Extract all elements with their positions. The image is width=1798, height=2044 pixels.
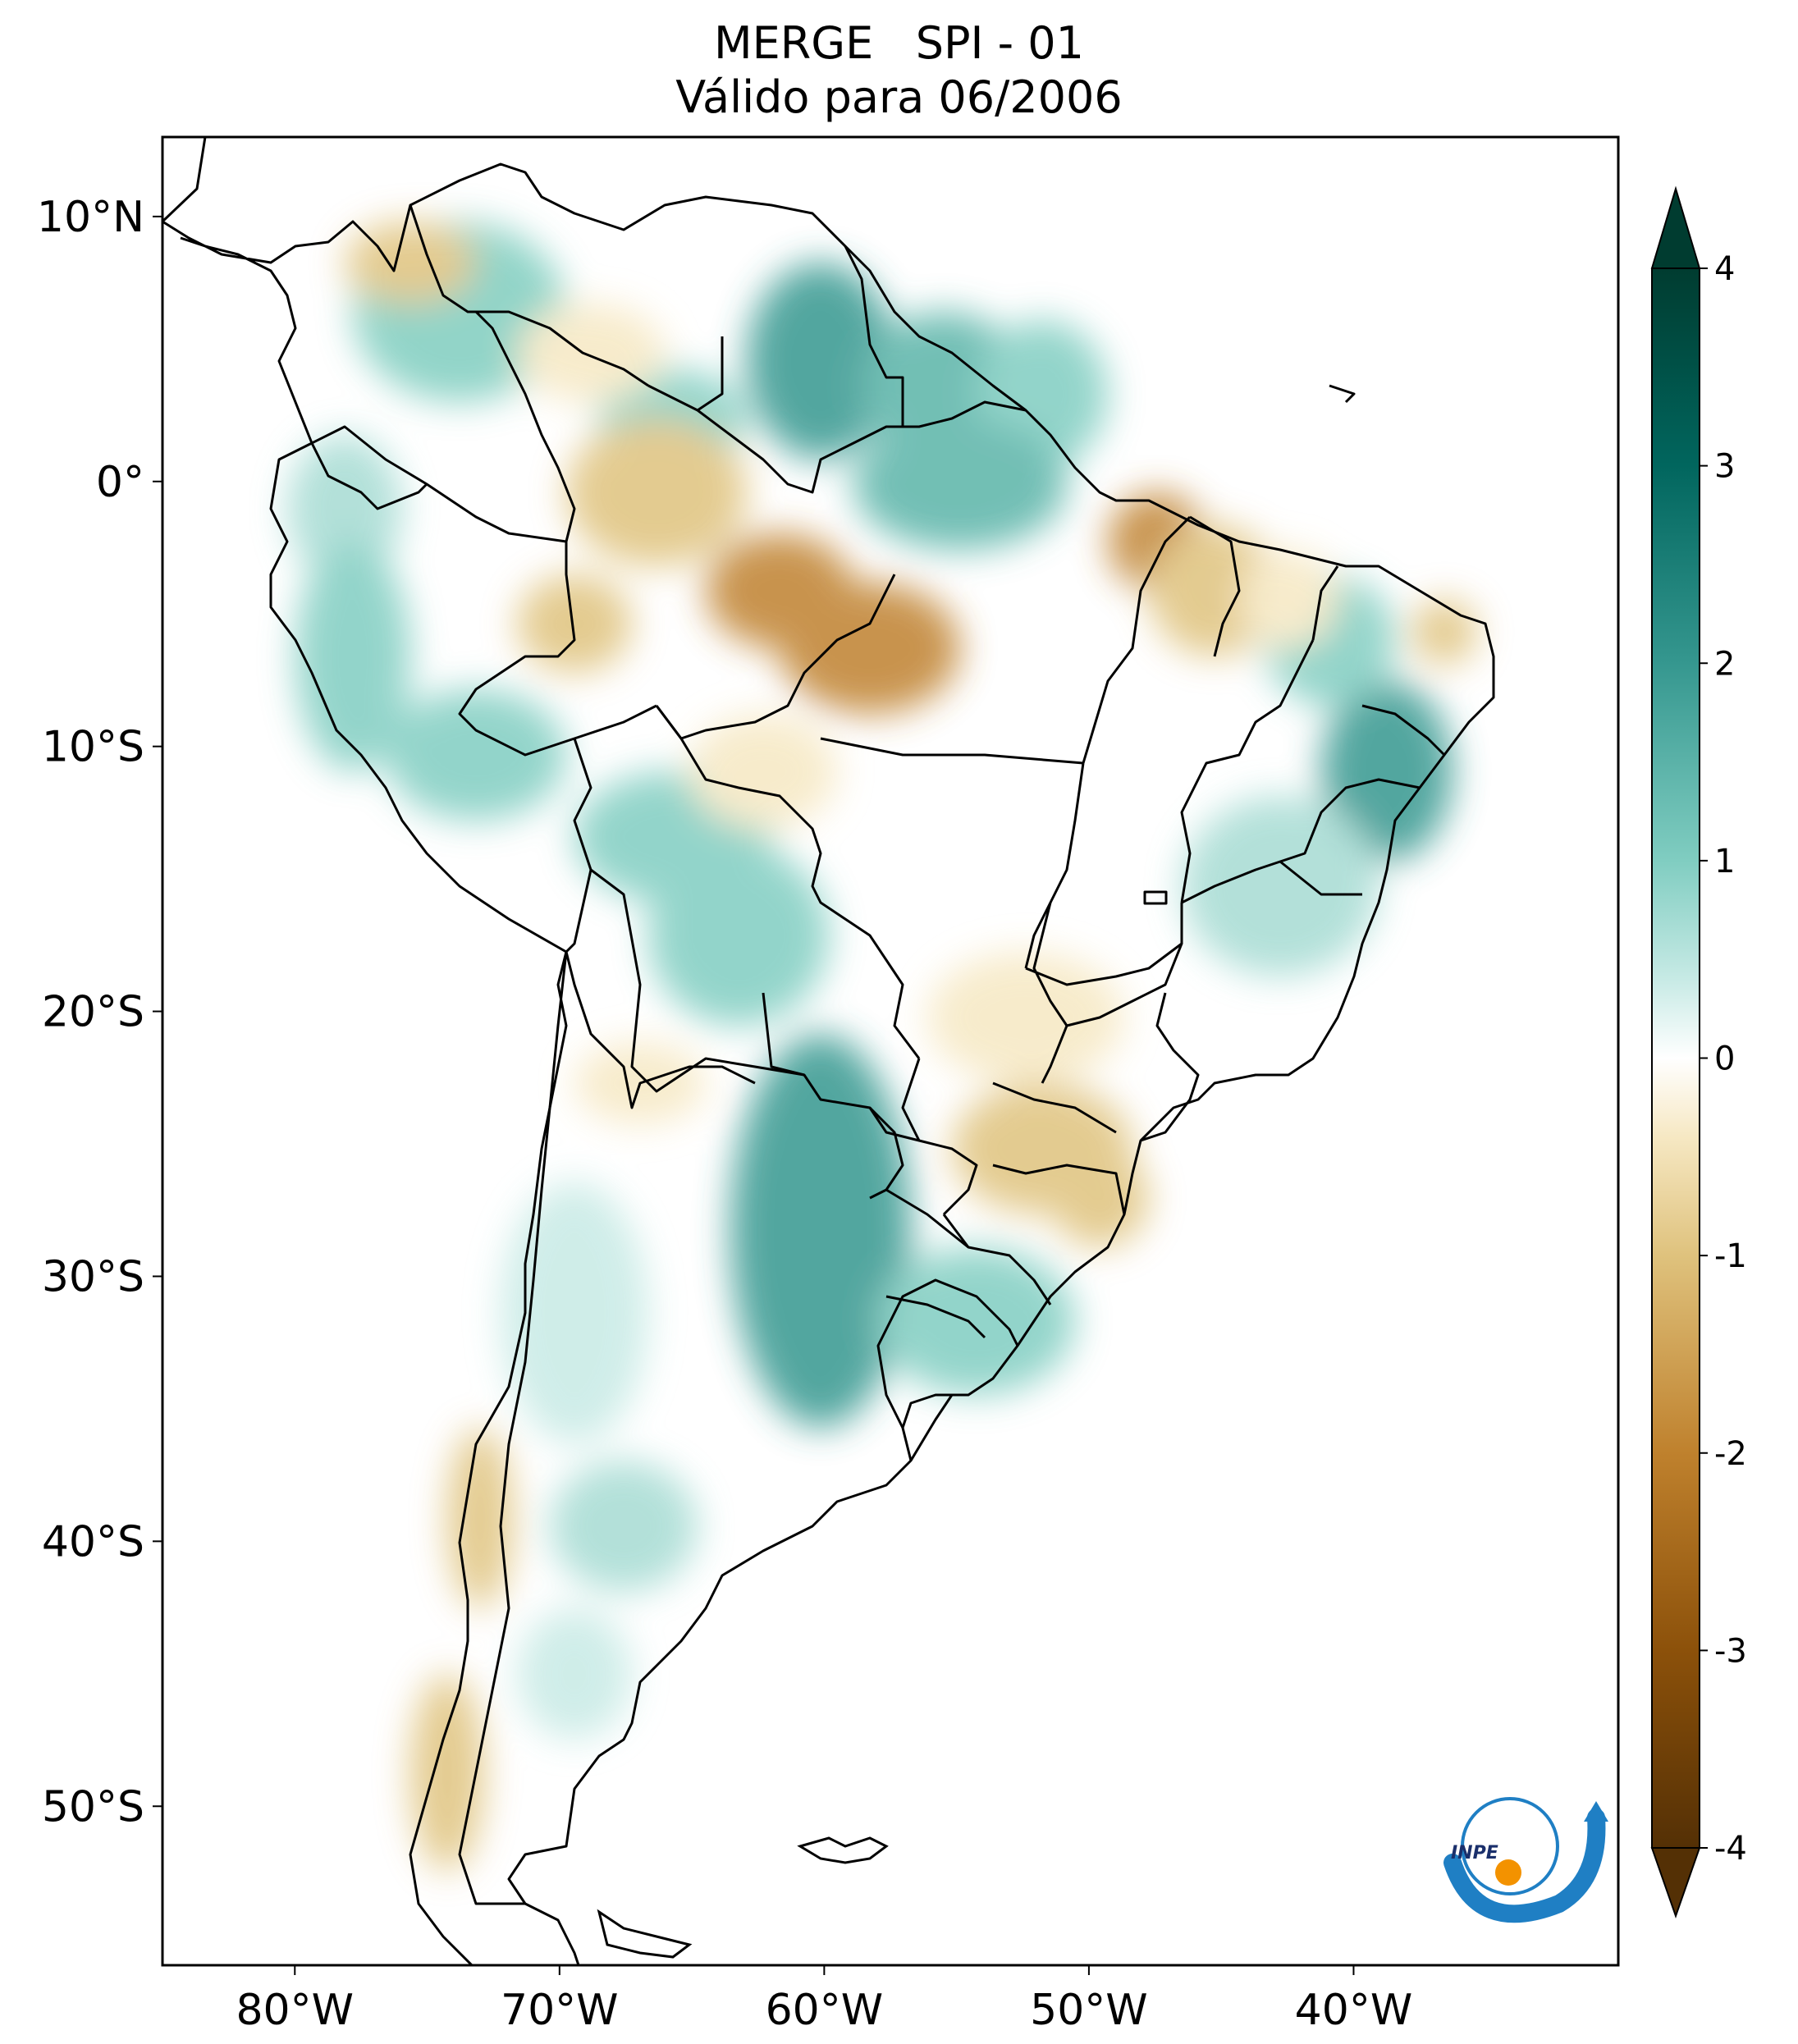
colorbar-top-extension	[1650, 185, 1701, 269]
lat-tick-label: 30°S	[42, 1252, 144, 1301]
lon-tick-label: 50°W	[1030, 1986, 1148, 2035]
lat-tick-label: 20°S	[42, 988, 144, 1037]
lat-tick-label: 50°S	[42, 1782, 144, 1831]
colorbar-tick-label: -4	[1714, 1830, 1747, 1868]
lat-tick-label: 40°S	[42, 1517, 144, 1566]
lon-tick-label: 80°W	[236, 1986, 354, 2035]
colorbar-tick-label: 1	[1714, 843, 1735, 880]
spi-anomaly-field	[287, 222, 1477, 1871]
colorbar-tick-label: 2	[1714, 645, 1735, 683]
lon-tick-label: 60°W	[766, 1986, 884, 2035]
lat-tick-label: 0°	[96, 458, 144, 507]
lat-tick-label: 10°S	[42, 723, 144, 772]
title-line-2: Válido para 06/2006	[675, 71, 1123, 123]
colorbar-tick-label: 3	[1714, 448, 1735, 486]
colorbar-gradient	[1651, 268, 1700, 1849]
colorbar-tick-label: 0	[1714, 1040, 1735, 1078]
latitude-tick-labels: 10°N 0° 10°S 20°S 30°S 40°S 50°S	[37, 193, 162, 1831]
title-line-1: MERGE SPI - 01	[714, 17, 1084, 69]
colorbar-bottom-extension	[1650, 1847, 1701, 1919]
lon-tick-label: 40°W	[1295, 1986, 1413, 2035]
inpe-logo-text: INPE	[1451, 1843, 1498, 1863]
country-borders	[162, 137, 1495, 1965]
lat-tick-label: 10°N	[37, 193, 144, 242]
longitude-tick-labels: 80°W 70°W 60°W 50°W 40°W	[236, 1965, 1412, 2035]
colorbar-tick-label: 4	[1714, 250, 1735, 288]
colorbar-tick-label: -2	[1714, 1435, 1747, 1473]
colorbar: 4 3 2 1 0 -1 -2 -3 -4	[1650, 185, 1747, 1919]
colorbar-tick-labels: 4 3 2 1 0 -1 -2 -3 -4	[1700, 250, 1747, 1868]
inpe-logo: INPE	[1443, 1797, 1608, 1923]
islands	[597, 1836, 889, 1959]
colorbar-tick-label: -1	[1714, 1237, 1747, 1275]
lon-tick-label: 70°W	[501, 1986, 619, 2035]
colorbar-tick-label: -3	[1714, 1632, 1747, 1670]
map-title: MERGE SPI - 01 Válido para 06/2006	[0, 16, 1798, 125]
